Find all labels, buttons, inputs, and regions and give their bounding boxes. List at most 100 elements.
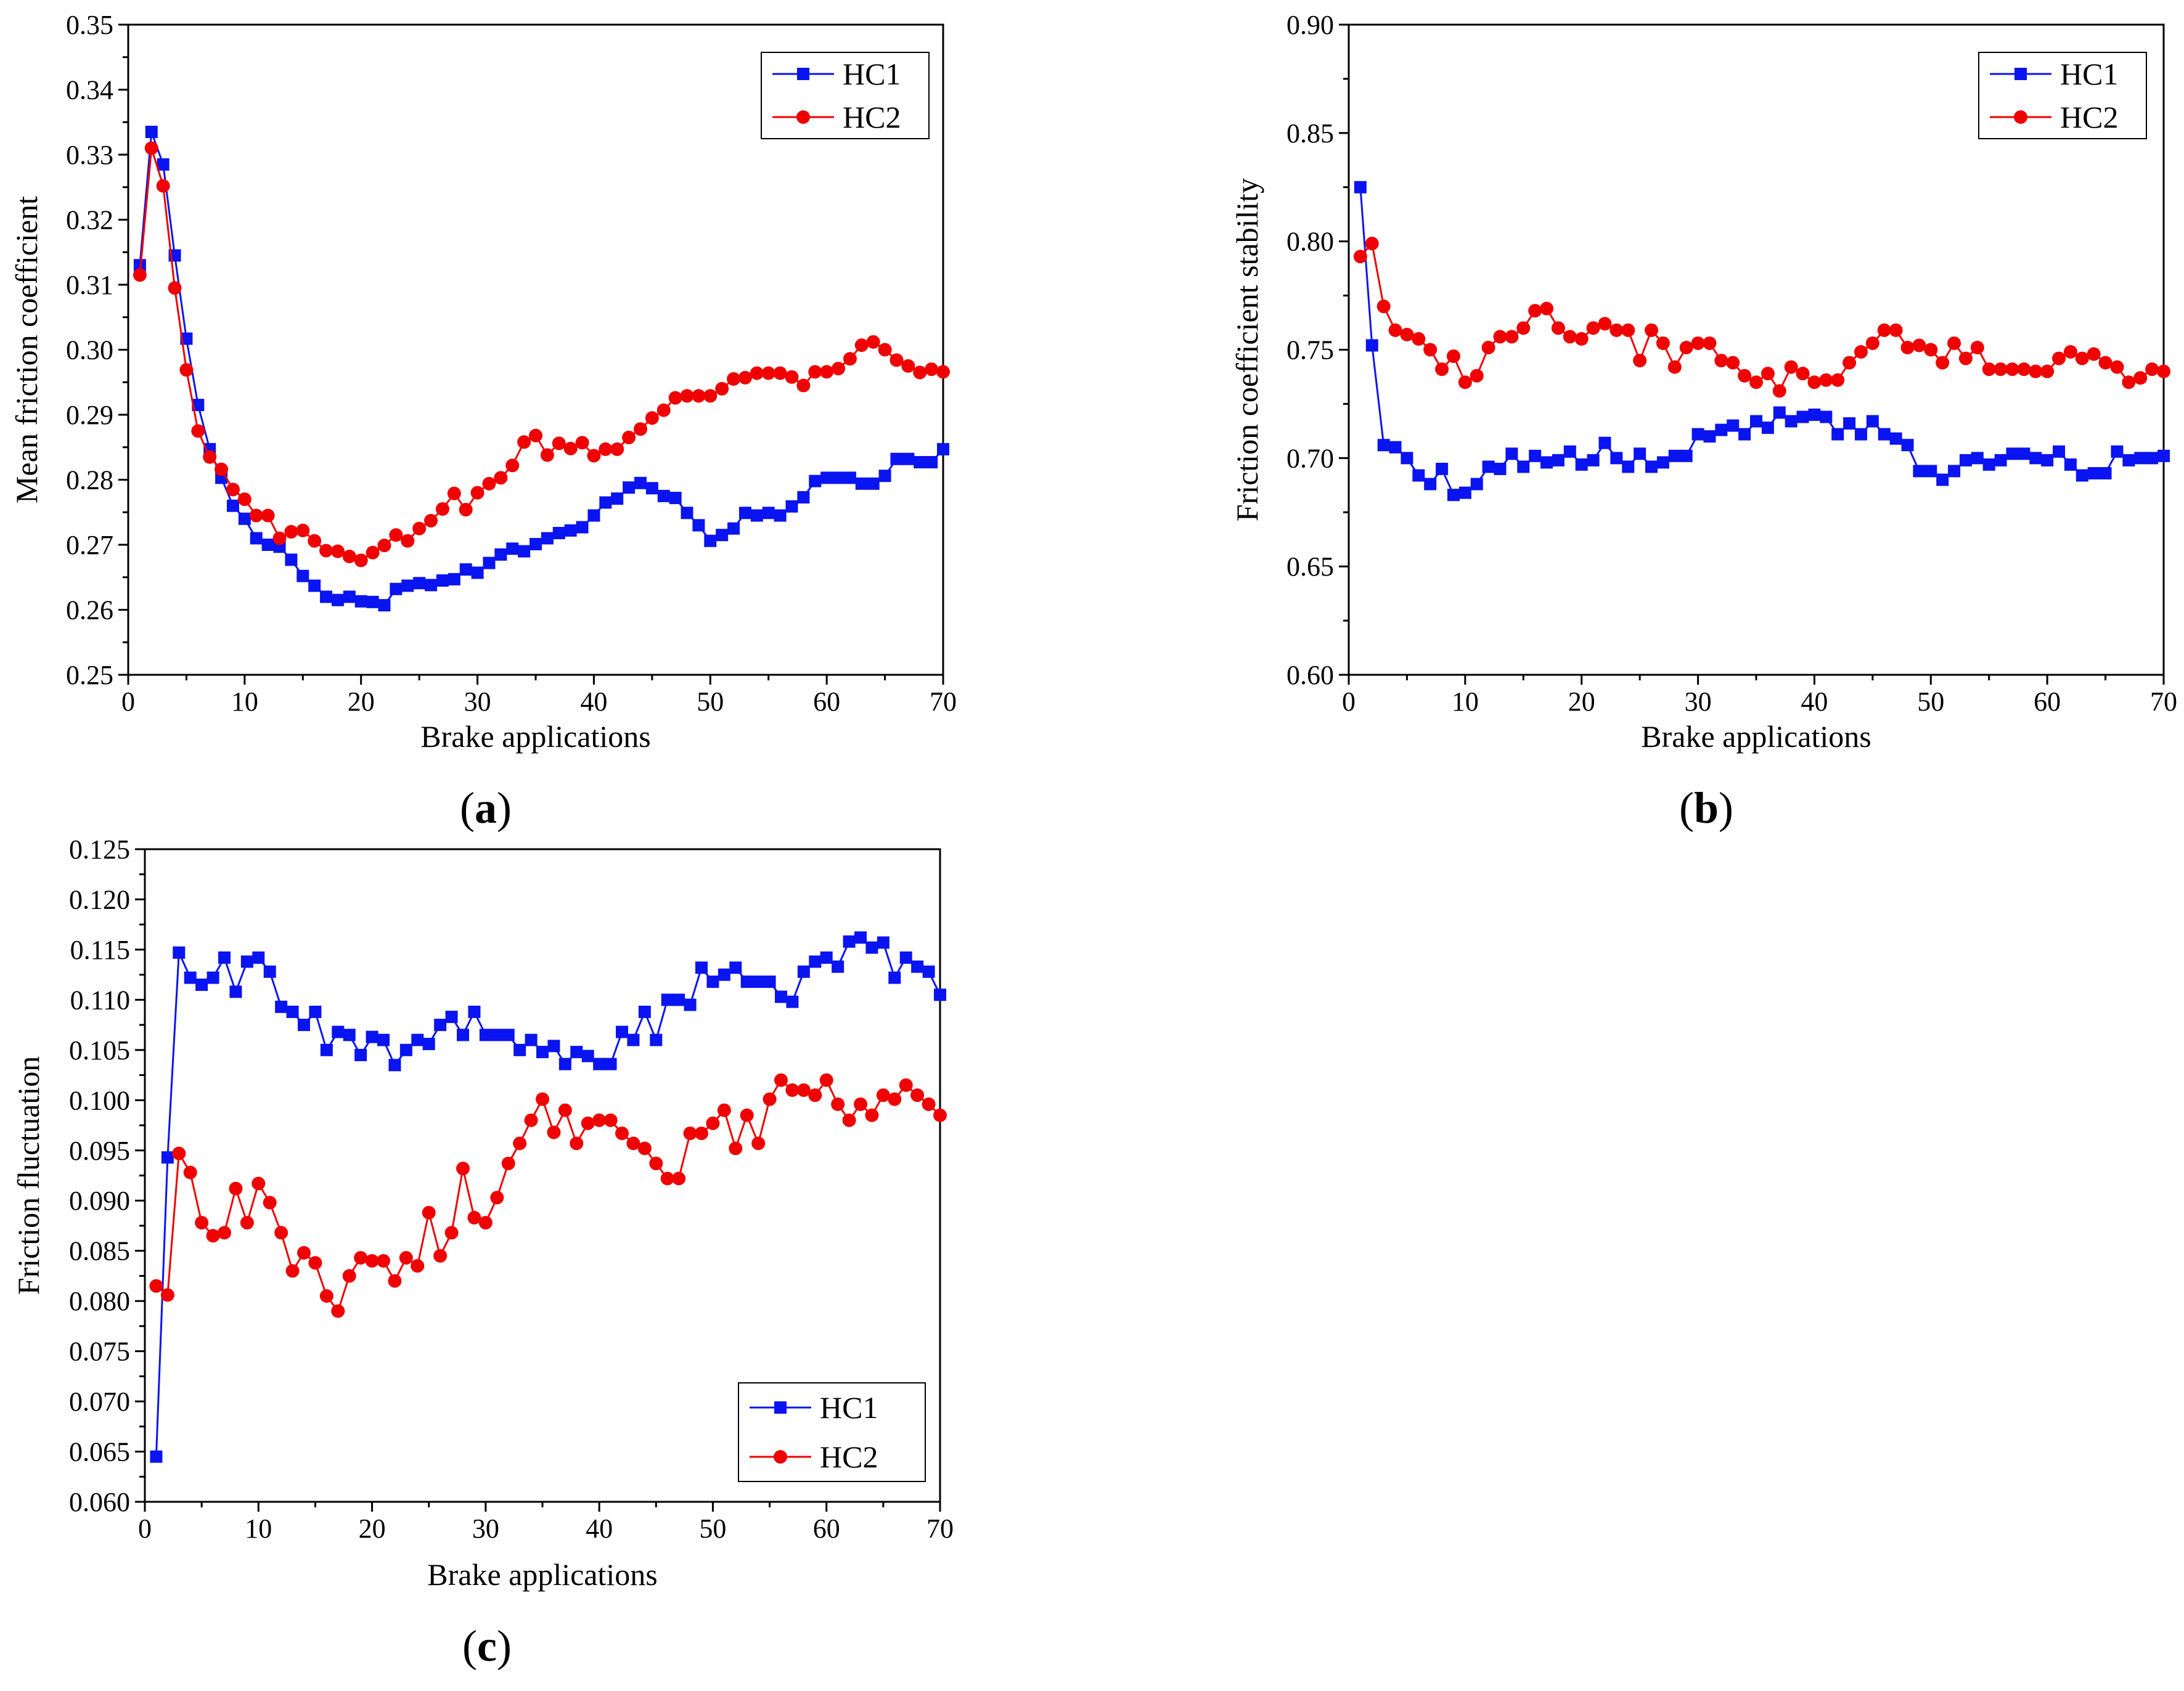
data-point-hc1 <box>1610 452 1623 465</box>
data-point-hc2 <box>424 513 438 528</box>
data-point-hc2 <box>240 1216 254 1230</box>
data-point-hc1 <box>1948 465 1961 478</box>
data-point-hc2 <box>2145 362 2159 377</box>
data-point-hc1 <box>2146 452 2159 465</box>
data-point-hc1 <box>275 1000 288 1013</box>
data-point-hc1 <box>695 961 708 974</box>
data-point-hc2 <box>444 1226 459 1240</box>
data-point-hc1 <box>1691 428 1704 441</box>
data-point-hc1 <box>145 126 158 139</box>
data-point-hc2 <box>1889 323 1903 337</box>
y-tick-label: 0.90 <box>1286 10 1334 40</box>
data-point-hc2 <box>1621 323 1635 337</box>
data-point-hc1 <box>173 946 186 959</box>
y-tick-label: 0.85 <box>1286 118 1334 149</box>
data-point-hc1 <box>513 1043 526 1056</box>
data-point-hc2 <box>547 1125 561 1139</box>
data-point-hc2 <box>1865 336 1879 350</box>
data-point-hc1 <box>1715 423 1728 436</box>
x-axis-title: Brake applications <box>427 1557 658 1592</box>
y-tick-label: 0.27 <box>66 530 113 560</box>
data-point-hc2 <box>1633 354 1647 368</box>
data-point-hc2 <box>633 422 647 436</box>
data-point-hc2 <box>925 362 939 377</box>
data-point-hc1 <box>706 976 719 988</box>
y-tick-label: 0.085 <box>69 1236 130 1266</box>
legend-marker-hc1 <box>2014 68 2027 80</box>
data-point-hc1 <box>366 595 379 608</box>
data-point-hc1 <box>1901 439 1914 452</box>
data-point-hc1 <box>2029 452 2042 465</box>
data-point-hc2 <box>319 1289 333 1303</box>
data-point-hc2 <box>133 268 147 282</box>
data-point-hc1 <box>229 985 242 998</box>
data-point-hc2 <box>226 483 240 497</box>
data-point-hc1 <box>1458 486 1471 499</box>
data-point-hc1 <box>832 471 845 484</box>
y-axis-title: Mean friction coefficient <box>9 196 44 503</box>
data-point-hc2 <box>890 353 904 367</box>
data-point-hc2 <box>1574 332 1589 346</box>
data-point-hc2 <box>1679 340 1693 354</box>
data-point-hc2 <box>1912 338 1926 352</box>
data-point-hc2 <box>399 1251 413 1265</box>
data-point-hc2 <box>738 370 752 385</box>
data-point-hc2 <box>936 365 950 379</box>
y-tick-label: 0.25 <box>66 660 113 690</box>
chart-c: 0 10 20 30 40 50 60 70 0.060 0.065 0.070 0.075 0.080… <box>11 834 954 1671</box>
data-point-hc1 <box>436 574 449 587</box>
data-point-hc2 <box>587 449 601 463</box>
data-point-hc2 <box>284 524 298 539</box>
data-point-hc1 <box>1365 339 1378 352</box>
data-point-hc1 <box>843 935 856 948</box>
y-tick-label: 0.075 <box>69 1337 130 1367</box>
data-point-hc1 <box>1843 417 1856 430</box>
data-point-hc2 <box>1749 375 1763 389</box>
data-point-hc2 <box>365 1253 379 1268</box>
x-tick-label: 30 <box>472 1514 499 1544</box>
data-point-hc1 <box>1575 458 1588 471</box>
data-point-hc1 <box>1959 454 1972 467</box>
data-point-hc1 <box>774 509 787 522</box>
legend-label-hc1: HC1 <box>2060 57 2118 91</box>
legend-label-hc2: HC2 <box>2060 100 2118 134</box>
data-point-hc1 <box>623 481 636 494</box>
data-point-hc2 <box>1691 336 1705 350</box>
data-point-hc2 <box>796 1083 811 1098</box>
data-point-hc1 <box>263 965 276 978</box>
data-point-hc2 <box>558 1103 572 1117</box>
data-point-hc2 <box>433 1249 448 1263</box>
data-point-hc1 <box>388 1059 401 1072</box>
data-point-hc1 <box>854 931 867 944</box>
y-tick-label: 0.120 <box>69 884 130 915</box>
data-point-hc2 <box>819 1073 833 1087</box>
data-point-hc2 <box>750 366 764 380</box>
y-tick-label: 0.34 <box>66 75 113 105</box>
x-tick-label: 60 <box>813 687 840 717</box>
data-point-hc2 <box>252 1176 266 1191</box>
data-point-hc1 <box>1982 458 1995 471</box>
data-point-hc2 <box>529 428 542 442</box>
data-point-hc2 <box>2122 375 2136 389</box>
data-point-hc2 <box>610 442 624 456</box>
data-point-hc1 <box>1761 422 1774 434</box>
data-point-hc2 <box>1458 375 1472 389</box>
data-point-hc1 <box>638 1005 651 1018</box>
data-point-hc1 <box>184 971 197 984</box>
data-point-hc2 <box>832 362 846 376</box>
data-point-hc1 <box>1412 469 1425 482</box>
data-point-hc2 <box>563 441 578 455</box>
y-axis-title: Friction fluctuation <box>11 1056 46 1295</box>
data-point-hc2 <box>668 391 682 405</box>
data-point-hc1 <box>308 579 321 592</box>
data-point-hc1 <box>820 471 833 484</box>
x-tick-label: 10 <box>245 1514 272 1544</box>
data-point-hc2 <box>1645 323 1659 337</box>
data-point-hc2 <box>866 335 880 349</box>
y-tick-label: 0.110 <box>70 985 130 1015</box>
data-point-hc2 <box>2087 347 2101 361</box>
y-tick-label: 0.75 <box>1286 335 1334 365</box>
data-point-hc2 <box>149 1279 163 1293</box>
x-tick-label: 70 <box>2150 687 2177 717</box>
data-point-hc2 <box>1900 340 1915 354</box>
